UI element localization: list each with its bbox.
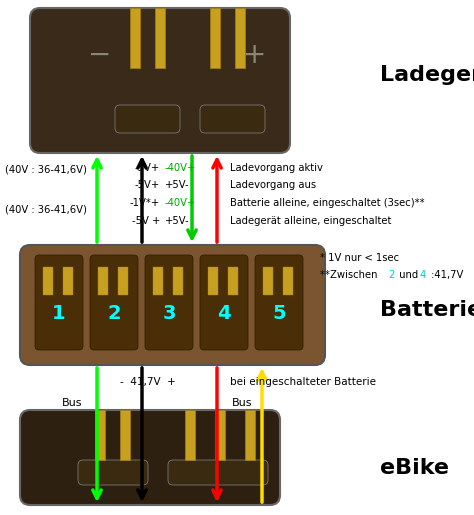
- Text: −: −: [88, 41, 111, 69]
- Text: +: +: [243, 41, 267, 69]
- Text: Bus: Bus: [232, 398, 252, 408]
- FancyBboxPatch shape: [35, 255, 83, 350]
- FancyBboxPatch shape: [200, 255, 248, 350]
- Text: Batterie alleine, eingeschaltet (3sec)**: Batterie alleine, eingeschaltet (3sec)**: [230, 198, 425, 208]
- Text: :41,7V: :41,7V: [428, 270, 464, 280]
- Bar: [210, 8, 220, 68]
- Bar: [43, 267, 53, 295]
- FancyBboxPatch shape: [168, 460, 268, 485]
- Text: Bus: Bus: [62, 398, 82, 408]
- Bar: [263, 267, 273, 295]
- Text: -5V+: -5V+: [135, 163, 160, 173]
- Text: Ladevorgang aktiv: Ladevorgang aktiv: [230, 163, 323, 173]
- Text: 2: 2: [388, 270, 394, 280]
- Text: Ladegerät alleine, eingeschaltet: Ladegerät alleine, eingeschaltet: [230, 216, 392, 226]
- FancyBboxPatch shape: [255, 255, 303, 350]
- FancyBboxPatch shape: [20, 410, 280, 505]
- Text: Ladevorgang aus: Ladevorgang aus: [230, 180, 316, 190]
- Text: (40V : 36-41,6V): (40V : 36-41,6V): [5, 205, 87, 215]
- Text: -1V*+: -1V*+: [130, 198, 160, 208]
- Text: -5V +: -5V +: [132, 216, 160, 226]
- Text: 2: 2: [107, 304, 121, 323]
- Text: 4: 4: [217, 304, 231, 323]
- Text: +5V-: +5V-: [165, 216, 190, 226]
- Bar: [215, 410, 225, 460]
- Bar: [173, 267, 183, 295]
- Bar: [283, 267, 293, 295]
- FancyBboxPatch shape: [30, 8, 290, 153]
- Text: 5: 5: [272, 304, 286, 323]
- Bar: [185, 410, 195, 460]
- Text: -40V+: -40V+: [165, 163, 196, 173]
- Bar: [235, 8, 245, 68]
- Text: 1: 1: [52, 304, 66, 323]
- FancyBboxPatch shape: [115, 105, 180, 133]
- Bar: [95, 410, 105, 460]
- Text: (40V : 36-41,6V): (40V : 36-41,6V): [5, 165, 87, 175]
- Bar: [63, 267, 73, 295]
- Text: -  41,7V  +: - 41,7V +: [120, 377, 176, 387]
- FancyBboxPatch shape: [90, 255, 138, 350]
- Bar: [155, 8, 165, 68]
- Text: -40V+: -40V+: [165, 198, 196, 208]
- Text: Batterie: Batterie: [380, 300, 474, 320]
- Text: Ladegerät: Ladegerät: [380, 65, 474, 85]
- Text: bei eingeschalteter Batterie: bei eingeschalteter Batterie: [230, 377, 376, 387]
- Bar: [228, 267, 238, 295]
- FancyBboxPatch shape: [20, 245, 325, 365]
- Text: -5V+: -5V+: [135, 180, 160, 190]
- FancyBboxPatch shape: [78, 460, 148, 485]
- Text: und: und: [396, 270, 421, 280]
- Bar: [130, 8, 140, 68]
- FancyBboxPatch shape: [200, 105, 265, 133]
- Text: +5V-: +5V-: [165, 180, 190, 190]
- Bar: [118, 267, 128, 295]
- Text: 3: 3: [162, 304, 176, 323]
- Text: 4: 4: [420, 270, 426, 280]
- Bar: [245, 410, 255, 460]
- FancyBboxPatch shape: [145, 255, 193, 350]
- Text: **Zwischen: **Zwischen: [320, 270, 381, 280]
- Bar: [208, 267, 218, 295]
- Text: * 1V nur < 1sec: * 1V nur < 1sec: [320, 253, 399, 263]
- Bar: [120, 410, 130, 460]
- Bar: [153, 267, 163, 295]
- Bar: [98, 267, 108, 295]
- Text: eBike: eBike: [380, 458, 449, 478]
